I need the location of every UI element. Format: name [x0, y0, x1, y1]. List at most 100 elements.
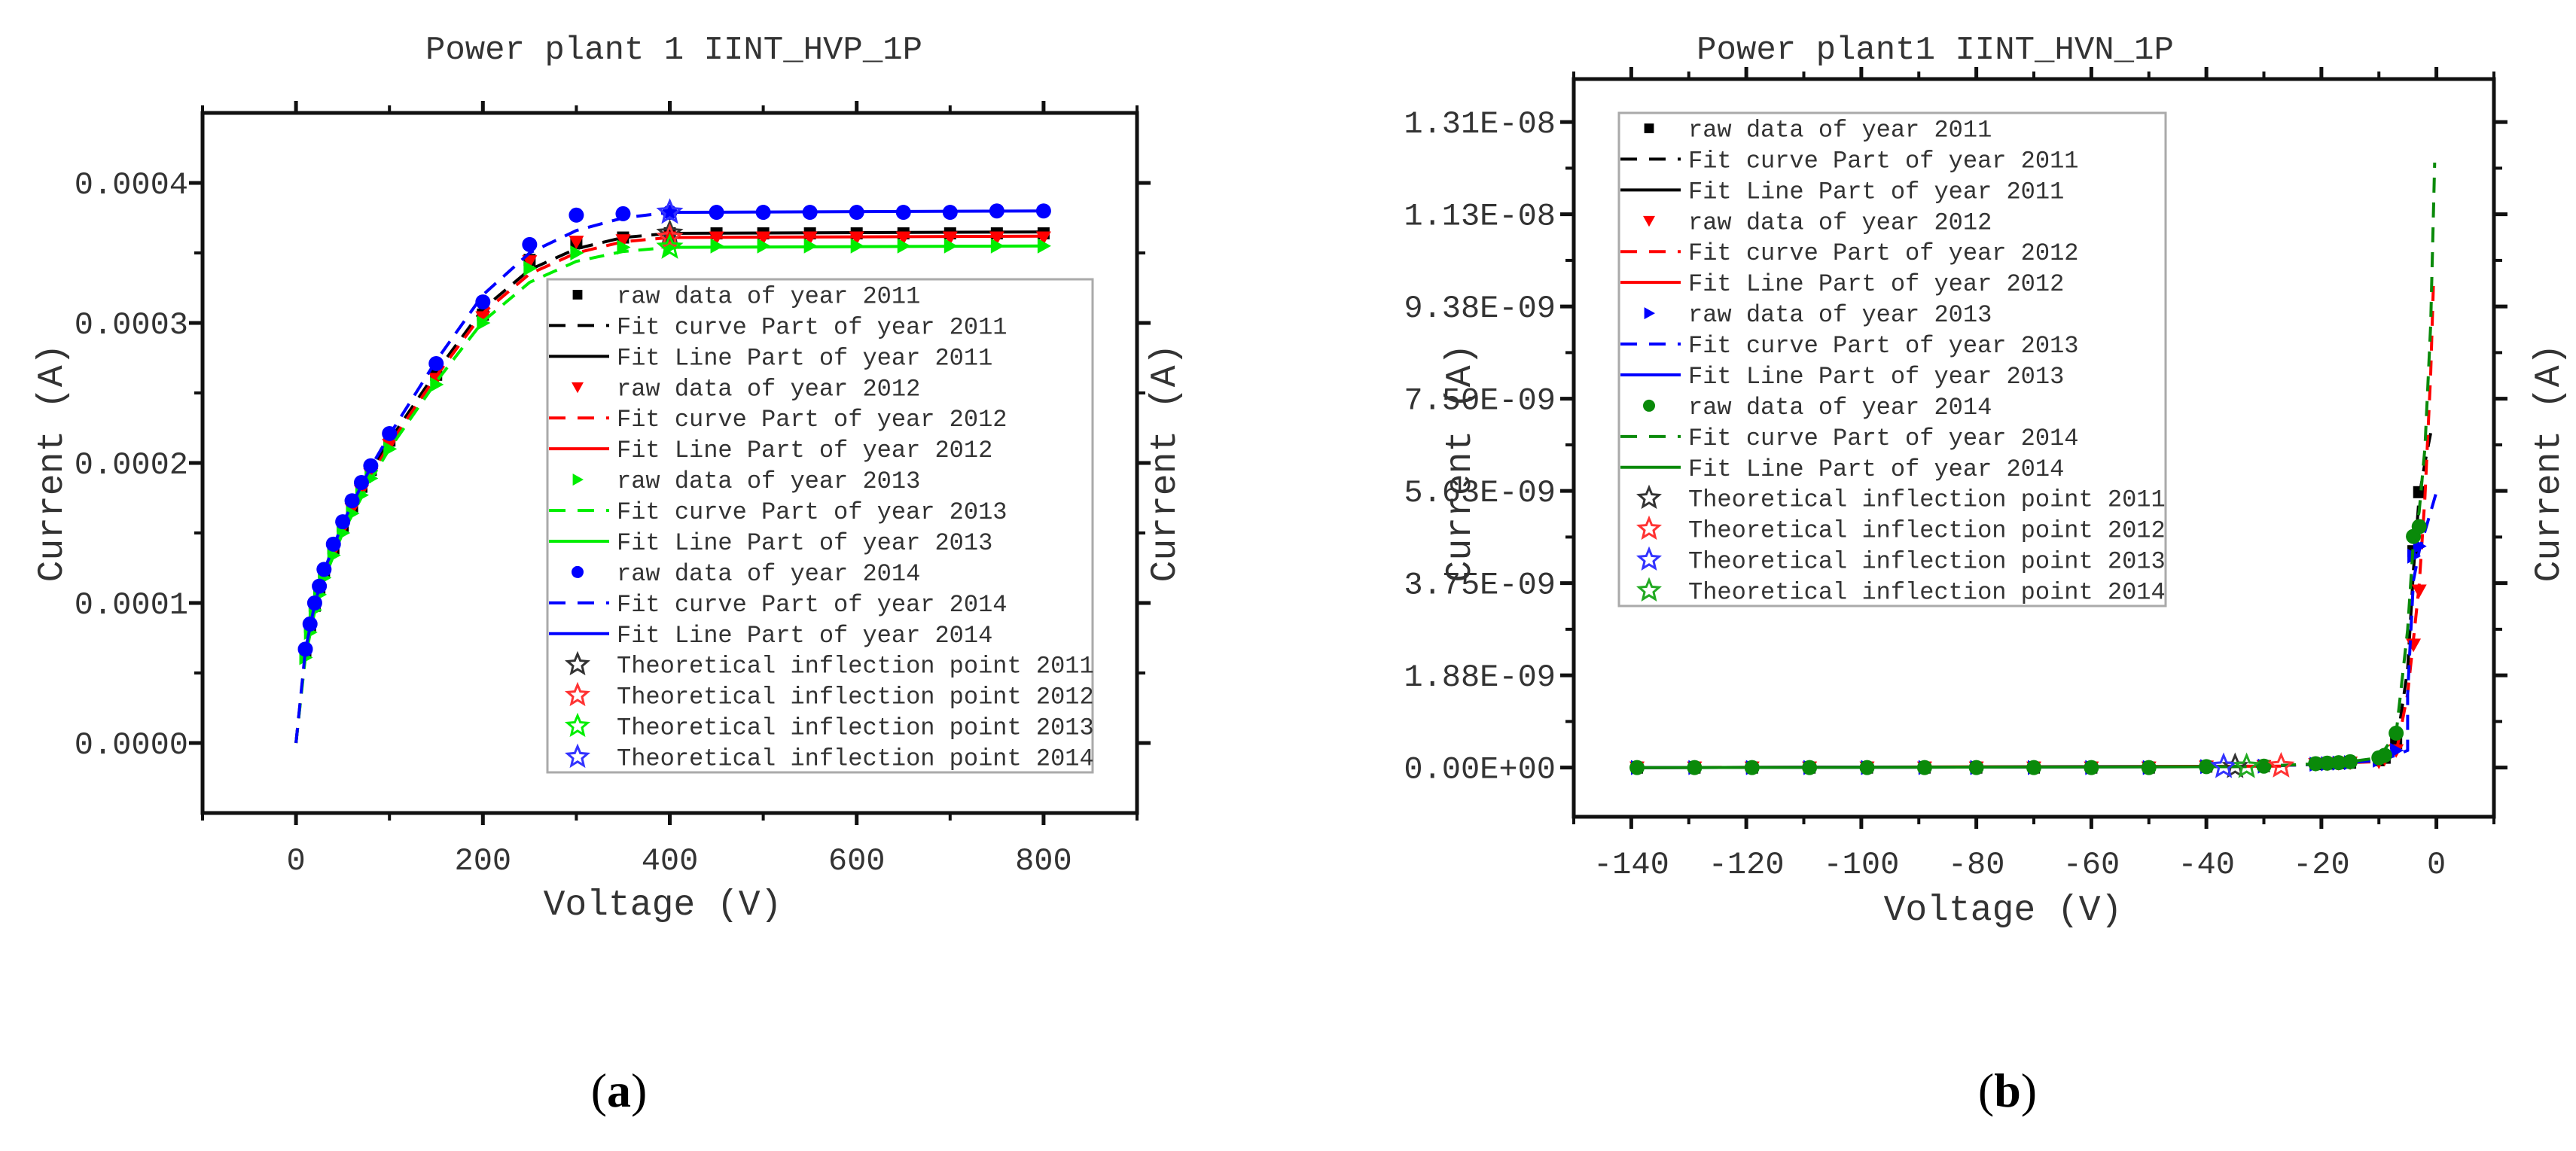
fit-curve-part-of-year-2012-line [2206, 280, 2435, 769]
chart-title: Power plant1 IINT_HVN_1P [1697, 32, 2174, 69]
y-tick-label: 0.00E+00 [1404, 752, 1556, 788]
y-tick-label: 0.0003 [75, 307, 188, 343]
raw-data-of-year-2014-point [302, 616, 318, 632]
series-layer [1629, 163, 2438, 778]
panel-paren-close: ) [631, 1064, 647, 1117]
legend-item: raw data of year 2013 [572, 467, 920, 495]
legend-label: raw data of year 2014 [1688, 394, 1992, 422]
panel-paren-open: ( [591, 1064, 607, 1117]
legend-item: Fit curve Part of year 2014 [1620, 425, 2078, 452]
fit-curve-part-of-year-2014-line [2206, 163, 2437, 769]
legend-marker [1643, 215, 1655, 227]
legend-label: Theoretical inflection point 2011 [617, 653, 1094, 681]
legend-item: raw data of year 2014 [572, 560, 920, 588]
legend-label: Fit curve Part of year 2013 [1688, 332, 2078, 360]
legend-item: Theoretical inflection point 2013 [564, 712, 1094, 742]
y-tick-label: 0.0002 [75, 447, 188, 483]
series-layer [294, 198, 1051, 744]
y-tick-label: 9.38E-09 [1404, 291, 1556, 327]
panel-letter: a [607, 1064, 631, 1117]
y-tick-label: 1.88E-09 [1404, 659, 1556, 696]
chart-title: Power plant 1 IINT_HVP_1P [425, 32, 922, 69]
legend-marker [572, 382, 584, 394]
legend-item: raw data of year 2011 [572, 282, 920, 310]
x-tick-label: -40 [2178, 847, 2235, 883]
fit-curve-part-of-year-2014-line [294, 211, 670, 744]
legend-marker [572, 473, 584, 486]
legend-marker [572, 290, 583, 300]
y-tick-label: 1.31E-08 [1404, 106, 1556, 142]
legend-item: Fit Line Part of year 2011 [549, 344, 992, 372]
raw-data-of-year-2014-point [569, 207, 584, 223]
panel-label: (b) [1978, 1064, 2037, 1117]
legend-item: Fit Line Part of year 2014 [1620, 455, 2064, 483]
theoretical-inflection-point-2013-star [656, 233, 684, 259]
legend-item: raw data of year 2012 [572, 375, 920, 403]
legend-item: Theoretical inflection point 2011 [565, 650, 1094, 681]
x-tick-label: -120 [1709, 847, 1785, 883]
legend-star-icon [1636, 546, 1663, 571]
y-tick-label: 0.0000 [75, 727, 188, 763]
raw-data-of-year-2013-point [1037, 238, 1051, 254]
x-tick-label: 800 [1015, 843, 1072, 879]
raw-data-of-year-2013-point [570, 245, 584, 260]
theoretical-inflection-point-2012-star [656, 223, 684, 249]
theoretical-inflection-point-2014-star [656, 198, 684, 224]
x-tick-label: 200 [454, 843, 511, 879]
x-tick-label: -80 [1948, 847, 2005, 883]
fit-curve-part-of-year-2013-line [2206, 492, 2438, 769]
fit-curve-part-of-year-2011-line [2206, 433, 2432, 769]
legend-star-icon [565, 650, 590, 676]
legend-item: Fit curve Part of year 2012 [1620, 239, 2078, 267]
theoretical-inflection-point-2013-star [2210, 752, 2238, 778]
legend-label: Fit curve Part of year 2013 [617, 498, 1007, 526]
legend-label: Fit Line Part of year 2011 [617, 344, 992, 372]
legend-label: Fit Line Part of year 2012 [1688, 270, 2064, 298]
legend-label: Fit Line Part of year 2014 [617, 622, 992, 650]
raw-data-of-year-2014-point [297, 641, 313, 657]
legend-label: raw data of year 2013 [1688, 301, 1992, 329]
raw-data-of-year-2013-point [2390, 742, 2404, 758]
raw-data-of-year-2014-point [2376, 748, 2392, 763]
chart-b: Power plant1 IINT_HVN_1P -140 -120 -100 -80 -… [1404, 32, 2570, 931]
y-tick-label: 3.75E-09 [1404, 568, 1556, 604]
legend-item: raw data of year 2012 [1643, 209, 1992, 236]
fit-line-part-of-year-2014-line [1636, 765, 2247, 769]
y-tick-label: 0.0001 [75, 587, 188, 623]
legend-label: Theoretical inflection point 2013 [1688, 548, 2166, 576]
legend-item: Theoretical inflection point 2011 [1636, 484, 2166, 514]
legend-marker [1644, 307, 1655, 320]
legend-label: Fit Line Part of year 2013 [617, 529, 992, 557]
legend-item: Fit Line Part of year 2012 [1620, 270, 2064, 298]
legend-item: Theoretical inflection point 2012 [564, 681, 1094, 711]
legend-label: Theoretical inflection point 2012 [617, 684, 1094, 711]
legend-item: Fit Line Part of year 2014 [549, 622, 992, 650]
raw-data-of-year-2012-point [615, 234, 631, 248]
raw-data-of-year-2014-point [363, 458, 379, 473]
fit-line-part-of-year-2013-line [669, 244, 1044, 249]
legend-label: Theoretical inflection point 2011 [1688, 486, 2166, 514]
x-tick-label: -140 [1593, 847, 1669, 883]
legend-label: Fit Line Part of year 2012 [617, 437, 992, 464]
legend-label: raw data of year 2012 [1688, 209, 1992, 236]
legend-label: Theoretical inflection point 2014 [1688, 579, 2166, 607]
fit-line-part-of-year-2012-line [669, 234, 1044, 239]
chart-a: Power plant 1 IINT_HVP_1P 0 200 400 600 800 0.… [32, 32, 1186, 926]
x-tick-label: -20 [2293, 847, 2350, 883]
legend-label: Theoretical inflection point 2013 [617, 714, 1094, 742]
legend-item: Theoretical inflection point 2013 [1636, 546, 2166, 576]
legend-star-icon [565, 743, 590, 769]
legend: raw data of year 2011 Fit curve Part of y… [1617, 111, 2167, 607]
theoretical-inflection-point-2014-star [2233, 752, 2260, 778]
raw-data-of-year-2012-point [569, 236, 584, 250]
panel-letter: b [1994, 1064, 2021, 1117]
panel-label: (a) [591, 1064, 648, 1117]
y-axis-label-right: Current (A) [1145, 344, 1186, 583]
theoretical-inflection-point-2012-star [2267, 751, 2295, 778]
legend-label: raw data of year 2013 [617, 467, 920, 495]
y-axis-label: Current (A) [32, 344, 73, 583]
legend-star-icon [564, 712, 591, 738]
legend-box [1617, 111, 2167, 607]
legend-label: Fit Line Part of year 2014 [1688, 455, 2064, 483]
